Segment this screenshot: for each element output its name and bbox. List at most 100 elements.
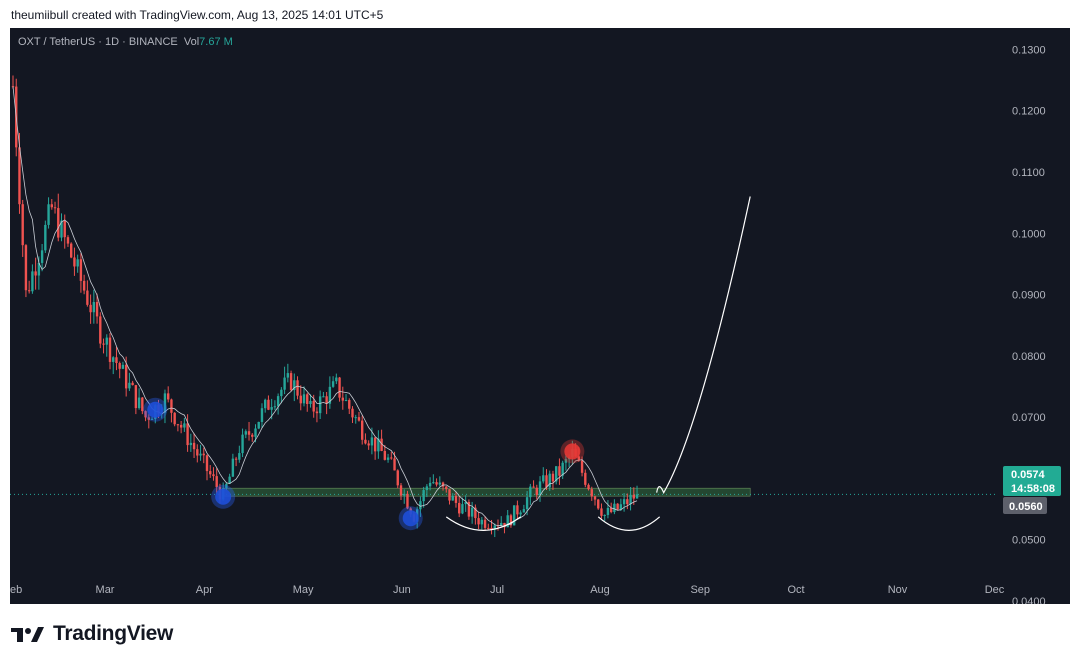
- candle-body: [183, 423, 186, 428]
- candle-body: [597, 499, 600, 509]
- price-chart[interactable]: 0.1300 0.1200 0.1100 0.1000 0.0900 0.0800 0.07…: [10, 28, 1070, 604]
- candle-body: [377, 438, 380, 452]
- candle-body: [318, 396, 322, 414]
- candle-body: [50, 204, 53, 208]
- candle-body: [367, 443, 370, 446]
- brand-logo[interactable]: TradingView: [11, 622, 173, 646]
- candle-body: [108, 337, 112, 362]
- candle-body: [522, 509, 526, 513]
- candle-body: [370, 437, 374, 446]
- candle-body: [112, 357, 115, 362]
- candle-body: [328, 386, 332, 404]
- candle-body: [66, 237, 70, 244]
- candle-body: [590, 489, 593, 497]
- candle-body: [215, 476, 218, 488]
- candle-body: [519, 512, 522, 515]
- candle-body: [393, 458, 396, 471]
- candle-body: [89, 304, 92, 313]
- tradingview-logo-icon: [11, 627, 44, 642]
- candle-body: [270, 407, 273, 410]
- candle-body: [613, 503, 616, 513]
- candle-body: [124, 364, 128, 389]
- candle-body: [357, 417, 361, 421]
- candle-body: [344, 400, 348, 402]
- candle-body: [335, 377, 338, 382]
- candle-body: [283, 377, 286, 390]
- candle-body: [545, 475, 548, 488]
- candle-body: [37, 262, 41, 276]
- candle-body: [561, 462, 564, 476]
- candle-body: [331, 381, 335, 387]
- y-axis-tick-label: 0.0800: [1012, 351, 1046, 363]
- candle-body: [322, 396, 325, 398]
- candle-body: [296, 380, 299, 396]
- candle-body: [383, 450, 387, 460]
- candle-body: [532, 486, 535, 488]
- candle-body: [238, 453, 241, 460]
- candle-body: [509, 515, 513, 526]
- candle-body: [551, 473, 555, 482]
- candle-body: [24, 245, 28, 291]
- candle-body: [141, 397, 144, 412]
- x-axis-tick-label: Jul: [490, 584, 504, 596]
- y-axis-tick-label: 0.0900: [1012, 290, 1046, 302]
- candle-body: [428, 482, 432, 487]
- candle-body: [341, 397, 344, 401]
- y-axis-tick-label: 0.1200: [1012, 106, 1046, 118]
- candle-body: [202, 453, 205, 456]
- candle-body: [451, 495, 454, 501]
- candle-body: [558, 466, 561, 476]
- candle-body: [276, 396, 280, 407]
- blue-marker: [402, 510, 419, 527]
- support-zone: [222, 487, 751, 497]
- candle-body: [529, 486, 532, 498]
- candle-body: [118, 363, 121, 369]
- candle-body: [150, 418, 154, 420]
- candle-body: [587, 484, 590, 490]
- x-axis-tick-label: Apr: [196, 584, 213, 596]
- candle-body: [619, 504, 623, 510]
- candle-body: [82, 280, 86, 291]
- volume-value: 7.67 M: [199, 36, 233, 48]
- blue-marker: [215, 488, 232, 505]
- candle-body: [199, 453, 202, 456]
- candle-body: [21, 204, 24, 246]
- candle-body: [299, 395, 302, 404]
- support-price-badge: [1003, 497, 1047, 514]
- candle-body: [131, 382, 134, 386]
- candle-body: [289, 373, 293, 390]
- breakout-projection-curve: [656, 196, 751, 494]
- chart-panel[interactable]: [10, 28, 1070, 604]
- candle-body: [189, 442, 193, 446]
- candle-body: [348, 400, 351, 409]
- candle-body: [134, 385, 138, 409]
- y-axis-tick-label: 0.0400: [1012, 596, 1046, 604]
- candle-body: [506, 515, 509, 528]
- x-axis-tick-label: Mar: [96, 584, 115, 596]
- x-axis-tick-label: Nov: [888, 584, 908, 596]
- candle-body: [361, 420, 364, 440]
- support-price-label: 0.0560: [1009, 501, 1043, 513]
- candle-body: [147, 417, 150, 420]
- candle-body: [247, 431, 251, 435]
- candle-body: [128, 382, 131, 389]
- candle-body: [173, 412, 176, 425]
- candle-body: [251, 434, 254, 437]
- x-axis-tick-label: Dec: [985, 584, 1005, 596]
- candle-body: [53, 207, 57, 209]
- candle-body: [548, 473, 551, 488]
- candle-body: [212, 474, 215, 477]
- candle-body: [364, 439, 367, 444]
- candle-body: [257, 421, 260, 429]
- candle-body: [167, 393, 170, 400]
- candle-body: [99, 316, 102, 344]
- candle-body: [445, 486, 448, 490]
- candle-body: [458, 502, 461, 514]
- candle-body: [380, 438, 383, 451]
- volume-label: Vol: [183, 36, 200, 48]
- candle-body: [577, 456, 581, 461]
- candle-body: [315, 411, 319, 414]
- moving-average-line: [12, 86, 638, 528]
- candle-body: [454, 495, 458, 503]
- candle-body: [186, 423, 189, 446]
